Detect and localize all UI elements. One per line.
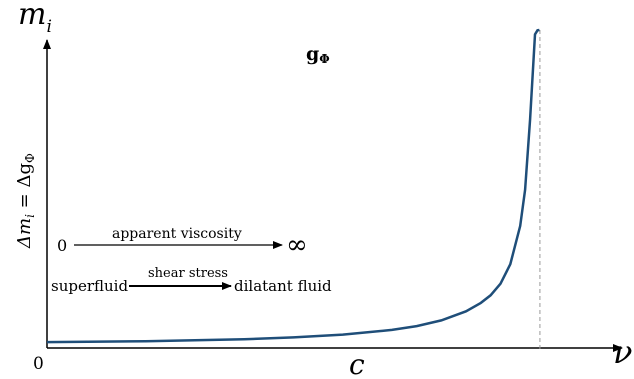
annotation-start-superfluid: superfluid [51,277,128,295]
annotation-start-zero: 0 [57,236,67,255]
annotation-label-shear: shear stress [148,266,228,281]
y-side-label: Δmi = ΔgΦ [14,153,37,249]
curve-label: gΦ [306,43,330,66]
x-axis-label: ν [613,333,632,371]
y-axis-label: mi [18,0,52,37]
series-line [46,28,540,344]
origin-label: 0 [33,354,44,374]
annotation-end-dilatant: dilatant fluid [234,277,332,295]
annotation-label-viscosity: apparent viscosity [112,226,242,242]
annotation-end-infinity: ∞ [286,230,308,260]
critical-tick-label: c [349,348,365,379]
